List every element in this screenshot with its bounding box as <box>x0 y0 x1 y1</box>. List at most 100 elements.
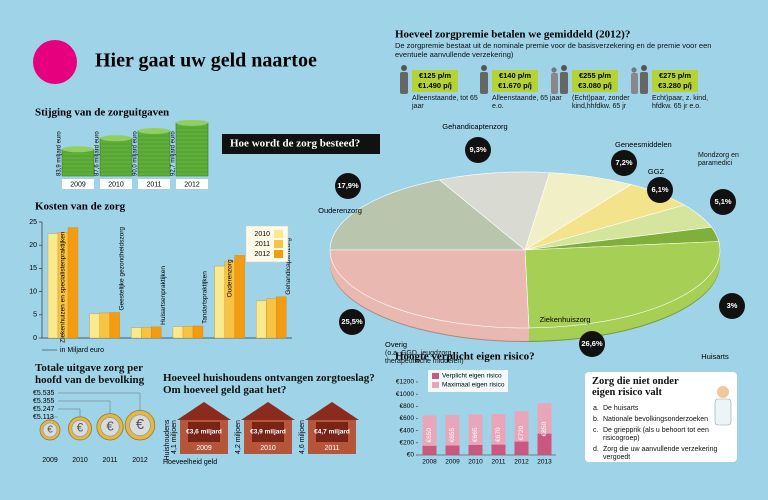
x-tick-label: 2011 <box>492 459 506 466</box>
pie-slice <box>524 241 721 329</box>
households-label: 4,1 miljoen <box>171 420 178 454</box>
person-head <box>641 65 647 71</box>
person-head <box>551 67 557 73</box>
section-title: Hoeveel zorgpremie betalen we gemiddeld … <box>395 29 630 41</box>
legend-swatch <box>274 250 283 258</box>
bar <box>514 441 529 455</box>
y-tick-label: 25 <box>29 219 37 226</box>
item-label: Alleenstaande, 65 jaar e.o. <box>492 95 562 111</box>
bar <box>422 445 437 455</box>
bar <box>468 444 483 455</box>
monthly: €125 p/m <box>419 71 451 80</box>
person-head <box>401 65 407 71</box>
person-body <box>480 72 488 94</box>
legend-label: 2012 <box>254 251 270 258</box>
subtitle: De zorgpremie bestaat uit de nominale pr… <box>395 41 712 59</box>
amount-label: €5.113 <box>33 414 54 421</box>
info-box <box>585 372 737 462</box>
bar <box>99 312 110 339</box>
year-label: 2010 <box>108 181 124 188</box>
monthly: €255 p/m <box>579 71 611 80</box>
year-label: 2010 <box>72 457 88 464</box>
item-letter: d. <box>593 446 599 453</box>
monthly: €275 p/m <box>659 71 691 80</box>
person-body <box>400 72 408 94</box>
amount-label: €5.247 <box>33 406 55 413</box>
money-stack <box>137 130 171 177</box>
section-title: Hoogte verplicht eigen risico? <box>395 351 535 363</box>
bar <box>67 227 79 339</box>
item-text: De griepprik (als u behoort tot een risi… <box>603 427 709 443</box>
bar <box>445 415 460 455</box>
percent-badge <box>611 150 637 176</box>
amount-label: €4,7 miljard <box>314 429 350 436</box>
category-label: Huisartsenpraktijken <box>160 266 167 325</box>
section-title: Totale uitgave zorg per hoofd van de bev… <box>35 362 145 386</box>
category-label: Ziekenhuizen en specialistenpraktijken <box>60 231 67 343</box>
percent-badge <box>647 177 673 203</box>
category-label: Gehandicaptenzorg <box>285 238 292 295</box>
slice-label: Ziekenhuiszorg <box>540 315 591 324</box>
item-text: Zorg die uw aanvullende verzekering verg… <box>603 446 718 462</box>
legend-swatch <box>432 373 439 379</box>
bar <box>109 312 120 339</box>
coin-inner <box>129 414 151 436</box>
bar <box>468 414 483 455</box>
bar <box>89 313 100 339</box>
money-stack <box>61 149 95 177</box>
category-label: Tandartspraktijken <box>202 271 209 324</box>
year-box <box>138 179 170 189</box>
y-tick-label: €0 <box>407 452 415 459</box>
year-label: 2011 <box>102 457 117 464</box>
item-label: Alleenstaande, tot 65 jaar <box>412 95 478 111</box>
value-label: €670 <box>495 427 502 442</box>
accent-dot <box>33 40 77 84</box>
person-head <box>481 65 487 71</box>
item-letter: a. <box>593 405 599 412</box>
value-label: 90,0 miljard euro <box>133 131 139 176</box>
bar <box>276 296 287 339</box>
person-head <box>631 67 637 73</box>
bar <box>131 327 142 339</box>
legend-box <box>428 370 508 392</box>
price-box <box>492 70 538 92</box>
y-tick-label: 10 <box>29 288 37 295</box>
slice-label: Huisarts <box>701 352 729 361</box>
y-tick-label: 0 <box>33 335 37 342</box>
slice-label: Geneesmiddelen <box>615 140 672 149</box>
value-label: 87,6 miljard euro <box>95 131 101 176</box>
y-tick-label: €1200 <box>396 379 414 386</box>
person-body <box>631 73 638 94</box>
x-tick-label: 2009 <box>445 459 460 466</box>
stack-top <box>62 146 94 153</box>
percent-badge <box>339 309 365 335</box>
x-tick-label: 2008 <box>422 459 437 466</box>
house-window <box>316 422 348 442</box>
coin-symbol: € <box>106 418 114 433</box>
amount-label: €3,9 miljard <box>250 429 286 436</box>
doctor-body <box>714 398 732 426</box>
amount-label: €5.535 <box>33 390 55 397</box>
percent-badge <box>579 331 605 357</box>
house-roof <box>305 402 359 420</box>
pie-title: Hoe wordt de zorg besteed? <box>230 138 360 150</box>
price-box <box>412 70 458 92</box>
coin-symbol: € <box>136 417 145 433</box>
bar <box>234 255 245 339</box>
slice-label: Mondzorg en paramedici <box>698 152 739 168</box>
x-tick-label: 2013 <box>537 459 552 466</box>
bar <box>256 300 267 339</box>
y-tick-label: 20 <box>29 242 37 249</box>
doctor-head <box>717 386 729 398</box>
axis-label: Huishoudens <box>164 419 171 460</box>
percent-label: 3% <box>727 301 738 310</box>
section-title: Hoeveel huishoudens ontvangen zorgtoesla… <box>163 372 375 396</box>
page-title: Hier gaat uw geld naartoe <box>95 50 317 72</box>
percent-label: 17,9% <box>337 181 359 190</box>
pie-slice <box>329 249 530 329</box>
bar <box>182 326 194 339</box>
item-text: Nationale bevolkingsonderzoeken <box>603 416 709 423</box>
percent-badge <box>465 137 491 163</box>
axis-label: Hoeveelheid geld <box>163 459 217 466</box>
